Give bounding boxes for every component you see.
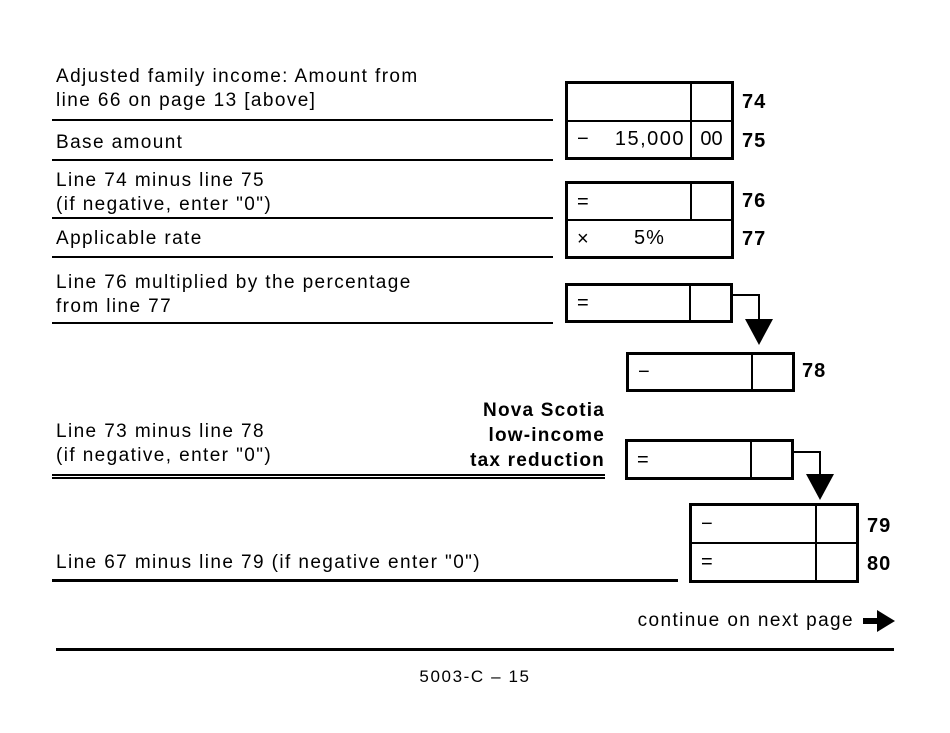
label-line76-multiplied: Line 76 multiplied by the percentage fro… [56, 271, 412, 319]
label-line73-minus-line78-line1: Line 73 minus line 78 [56, 421, 265, 442]
equals-operator: = [577, 190, 589, 213]
mult-result-cents-field[interactable] [689, 286, 730, 320]
multiply-operator: × [577, 227, 589, 250]
label-line74-minus-line75: Line 74 minus line 75 (if negative, ente… [56, 169, 272, 217]
label-nova-scotia: Nova Scotia [483, 400, 605, 421]
underline-line74 [52, 119, 553, 121]
flow-connector-2-vertical [819, 451, 821, 475]
underline-mult-row [52, 322, 553, 324]
line-77-rate-field: × 5% [568, 221, 731, 256]
arrow-head [877, 610, 895, 632]
line-74-amount-field[interactable] [568, 84, 690, 120]
line-74-number: 74 [742, 91, 767, 113]
line-80-number: 80 [867, 553, 892, 575]
label-adjusted-family-income-line1: Adjusted family income: Amount from [56, 66, 419, 87]
equals-operator: = [637, 448, 649, 471]
line-80-amount-field[interactable]: = [692, 544, 815, 580]
line-78-amount-field[interactable]: − [629, 355, 751, 389]
field-row-76: = [568, 184, 731, 219]
label-low-income: low-income [488, 425, 605, 446]
label-line74-minus-line75-line2: (if negative, enter "0") [56, 194, 273, 215]
field-stack-79-80: − = [689, 503, 859, 583]
line-79-number: 79 [867, 515, 892, 537]
underline-line80 [52, 579, 678, 582]
down-arrow-icon [745, 319, 773, 345]
bottom-rule [56, 648, 894, 651]
label-applicable-rate: Applicable rate [56, 228, 203, 249]
reduction-result-amount-field[interactable]: = [628, 442, 750, 477]
field-row-78: − [629, 355, 792, 389]
mult-result-row: = [568, 286, 730, 320]
label-base-amount: Base amount [56, 132, 184, 153]
reduction-result-row: = [628, 442, 791, 477]
next-page-arrow-icon [863, 610, 895, 632]
field-row-74 [568, 84, 731, 120]
double-underline-reduction-row [52, 474, 605, 479]
equals-operator: = [701, 551, 713, 573]
label-line76-multiplied-line1: Line 76 multiplied by the percentage [56, 272, 412, 293]
line-74-cents-field[interactable] [690, 84, 731, 120]
line-80-cents-field[interactable] [815, 544, 856, 580]
label-line67-minus-line79: Line 67 minus line 79 (if negative enter… [56, 552, 482, 573]
equals-operator: = [577, 292, 589, 314]
minus-operator: − [638, 361, 650, 383]
minus-operator: − [577, 128, 589, 151]
line-75-amount-value: 15,000 [614, 127, 685, 150]
field-row-77: × 5% [568, 219, 731, 256]
label-line73-minus-line78: Line 73 minus line 78 (if negative, ente… [56, 420, 272, 468]
arrow-shaft [863, 618, 877, 624]
line-76-amount-field[interactable]: = [568, 184, 690, 219]
label-line73-minus-line78-line2: (if negative, enter "0") [56, 445, 273, 466]
field-row-75: − 15,000 00 [568, 119, 731, 158]
mult-result-amount-field[interactable]: = [568, 286, 689, 320]
underline-line75 [52, 159, 553, 161]
minus-operator: − [701, 513, 713, 535]
field-stack-76-77: = × 5% [565, 181, 734, 259]
line-77-number: 77 [742, 228, 767, 250]
line-79-amount-field[interactable]: − [692, 506, 815, 542]
continue-next-page-label: continue on next page [637, 610, 854, 631]
label-adjusted-family-income-line2: line 66 on page 13 [above] [56, 90, 317, 111]
down-arrow-icon [806, 474, 834, 500]
continue-next-page: continue on next page [638, 610, 895, 632]
field-row-80: = [692, 542, 856, 580]
line-79-cents-field[interactable] [815, 506, 856, 542]
line-78-number: 78 [802, 360, 827, 382]
underline-line76 [52, 217, 553, 219]
label-line74-minus-line75-line1: Line 74 minus line 75 [56, 170, 265, 191]
label-nova-scotia-tax-reduction: Nova Scotia low-income tax reduction [305, 398, 605, 473]
line-75-number: 75 [742, 130, 767, 152]
reduction-result-cents-field[interactable] [750, 442, 791, 477]
page-footer: 5003-C – 15 [419, 667, 531, 686]
flow-connector-2-horizontal [792, 451, 821, 453]
line-76-cents-field[interactable] [690, 184, 731, 219]
line-78-cents-field[interactable] [751, 355, 792, 389]
flow-connector-1-vertical [758, 294, 760, 320]
label-line76-multiplied-line2: from line 77 [56, 296, 173, 317]
underline-line77 [52, 256, 553, 258]
label-adjusted-family-income: Adjusted family income: Amount from line… [56, 65, 419, 113]
line-75-cents-field: 00 [690, 121, 731, 157]
line-76-number: 76 [742, 190, 767, 212]
line-75-amount-field: − 15,000 [568, 122, 690, 158]
mult-result-box: = [565, 283, 733, 323]
line-75-cents-value: 00 [700, 127, 723, 150]
flow-connector-1-horizontal [731, 294, 760, 296]
field-stack-74-75: − 15,000 00 [565, 81, 734, 160]
field-box-78: − [626, 352, 795, 392]
line-77-rate-value: 5% [634, 227, 665, 249]
reduction-result-box: = [625, 439, 794, 480]
label-tax-reduction: tax reduction [470, 450, 605, 471]
field-row-79: − [692, 506, 856, 542]
